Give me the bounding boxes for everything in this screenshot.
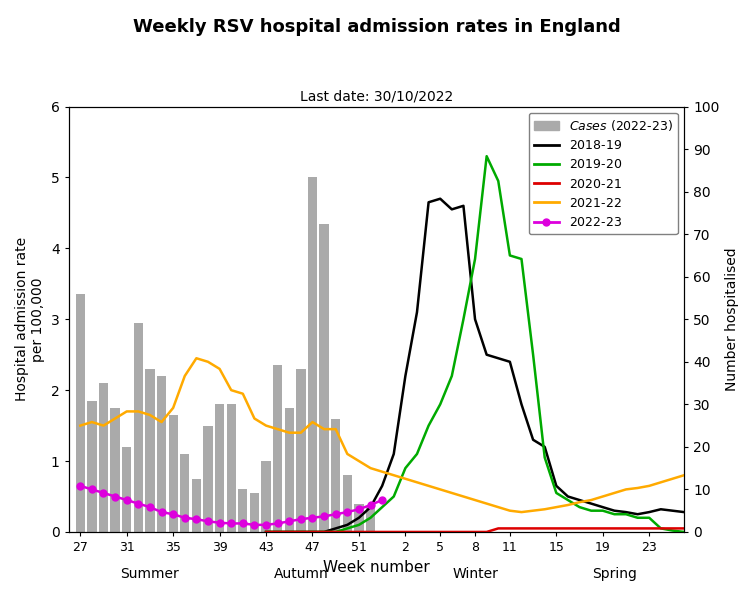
Text: Summer: Summer	[121, 567, 179, 581]
Bar	[342, 475, 352, 532]
Bar	[320, 224, 329, 532]
Bar	[110, 408, 120, 532]
Title: Last date: 30/10/2022: Last date: 30/10/2022	[300, 90, 453, 104]
Bar	[146, 369, 155, 532]
Y-axis label: Number hospitalised: Number hospitalised	[725, 247, 739, 391]
Text: Autumn: Autumn	[274, 567, 328, 581]
Bar	[168, 415, 178, 532]
Bar	[157, 376, 166, 532]
Legend: $\it{Cases\ (2022\text{-}23)}$, $\it{2018\text{-}19}$, $\it{2019\text{-}20}$, $\: $\it{Cases\ (2022\text{-}23)}$, $\it{201…	[529, 113, 678, 234]
Bar	[133, 323, 143, 532]
Bar	[273, 365, 282, 532]
Bar	[122, 447, 131, 532]
Bar	[204, 425, 213, 532]
Text: Winter: Winter	[452, 567, 498, 581]
Bar	[180, 454, 189, 532]
Bar	[354, 503, 363, 532]
Bar	[99, 383, 108, 532]
Bar	[284, 408, 294, 532]
Bar	[308, 178, 317, 532]
Bar	[331, 419, 340, 532]
Bar	[366, 507, 375, 532]
Y-axis label: Hospital admission rate
per 100,000: Hospital admission rate per 100,000	[15, 237, 45, 401]
Bar	[75, 295, 85, 532]
Bar	[226, 404, 236, 532]
Bar	[296, 369, 305, 532]
Text: Weekly RSV hospital admission rates in England: Weekly RSV hospital admission rates in E…	[133, 18, 621, 36]
Bar	[262, 461, 271, 532]
Bar	[250, 493, 259, 532]
Text: Spring: Spring	[592, 567, 637, 581]
X-axis label: Week number: Week number	[323, 560, 430, 575]
Bar	[238, 490, 247, 532]
Bar	[192, 479, 201, 532]
Bar	[215, 404, 224, 532]
Bar	[87, 401, 97, 532]
